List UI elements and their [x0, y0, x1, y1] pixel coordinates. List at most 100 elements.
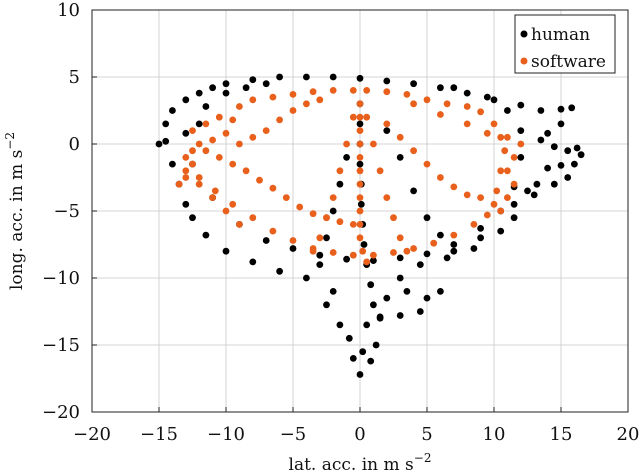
y-tick-label: 5 — [69, 67, 80, 88]
data-point-human — [470, 245, 478, 252]
data-point-software — [249, 133, 257, 141]
data-point-human — [497, 227, 505, 235]
data-point-software — [256, 176, 263, 184]
data-point-human — [550, 143, 558, 151]
x-tick-label: −20 — [73, 424, 111, 445]
data-point-human — [343, 255, 350, 263]
data-point-software — [309, 247, 317, 255]
data-point-human — [202, 103, 210, 110]
data-point-software — [504, 167, 511, 175]
data-point-human — [537, 136, 545, 144]
data-point-human — [249, 258, 257, 266]
data-point-human — [182, 129, 190, 137]
data-point-human — [450, 247, 458, 255]
data-point-human — [202, 231, 210, 239]
data-point-software — [483, 211, 491, 219]
x-axis-label-exponent: −2 — [414, 451, 432, 465]
x-tick-labels: −20 −15 −10 −5 0 5 10 15 20 — [73, 424, 639, 445]
data-point-software — [383, 88, 391, 96]
data-point-software — [363, 258, 371, 266]
x-tick-label: 5 — [421, 424, 432, 445]
data-point-human — [356, 120, 364, 128]
data-point-human — [303, 274, 310, 282]
data-point-human — [316, 251, 324, 259]
data-point-human — [383, 127, 391, 134]
data-point-human — [349, 355, 357, 362]
data-point-software — [490, 120, 498, 128]
data-point-software — [236, 140, 243, 148]
data-point-software — [430, 239, 438, 247]
data-point-human — [416, 261, 424, 268]
series-software — [175, 87, 525, 266]
data-point-human — [303, 73, 310, 81]
legend: human software — [514, 14, 616, 74]
data-point-software — [501, 147, 509, 155]
data-point-software — [236, 103, 243, 110]
data-point-software — [323, 214, 330, 222]
x-axis-label: lat. acc. in m s−2 — [289, 451, 432, 475]
data-point-software — [403, 247, 411, 255]
data-point-software — [383, 120, 391, 128]
data-point-human — [242, 84, 250, 92]
data-point-human — [345, 334, 353, 342]
x-tick-label: 15 — [550, 424, 573, 445]
data-point-software — [359, 247, 367, 255]
data-point-software — [329, 87, 337, 94]
data-point-human — [262, 237, 270, 244]
data-point-software — [450, 231, 458, 239]
data-point-human — [557, 162, 565, 169]
data-point-human — [370, 257, 377, 264]
data-point-software — [222, 207, 230, 215]
data-point-software — [363, 113, 371, 121]
data-point-human — [359, 348, 367, 356]
data-point-software — [289, 237, 297, 244]
data-point-human — [195, 89, 203, 97]
data-point-human — [396, 154, 404, 161]
data-point-software — [356, 113, 364, 121]
data-point-software — [517, 140, 525, 148]
data-point-software — [370, 140, 377, 148]
data-point-software — [175, 180, 183, 188]
x-tick-label: 0 — [354, 424, 365, 445]
data-point-human — [450, 84, 458, 92]
data-point-human — [195, 120, 203, 128]
data-point-human — [367, 281, 375, 289]
data-point-software — [470, 221, 478, 228]
data-point-software — [370, 251, 377, 259]
data-point-human — [182, 96, 190, 104]
data-point-software — [249, 96, 257, 104]
data-point-software — [504, 194, 511, 202]
x-tick-label: −10 — [207, 424, 245, 445]
data-point-human — [222, 89, 230, 97]
data-point-software — [490, 200, 498, 208]
data-point-human — [537, 107, 545, 114]
data-point-software — [182, 167, 190, 175]
data-point-human — [376, 313, 384, 321]
data-point-software — [410, 100, 417, 108]
data-point-human — [336, 321, 344, 329]
data-point-software — [249, 214, 257, 222]
data-point-human — [463, 89, 471, 97]
data-point-software — [504, 133, 511, 141]
data-point-human — [329, 207, 337, 215]
data-point-software — [182, 174, 190, 181]
data-point-human — [189, 214, 196, 222]
data-point-software — [289, 107, 297, 114]
data-point-human — [162, 120, 170, 128]
data-point-software — [336, 218, 344, 226]
data-point-human — [316, 261, 324, 268]
data-point-human — [423, 294, 431, 302]
data-point-human — [336, 180, 344, 188]
data-point-software — [356, 100, 364, 108]
data-point-human — [162, 137, 170, 145]
legend-marker-human — [520, 30, 528, 38]
data-point-human — [396, 254, 404, 262]
data-point-human — [329, 288, 337, 295]
x-tick-label: −5 — [280, 424, 307, 445]
data-point-software — [349, 251, 357, 259]
data-point-human — [544, 164, 551, 172]
data-point-software — [363, 87, 371, 94]
data-point-software — [229, 200, 237, 208]
data-point-software — [390, 214, 397, 222]
